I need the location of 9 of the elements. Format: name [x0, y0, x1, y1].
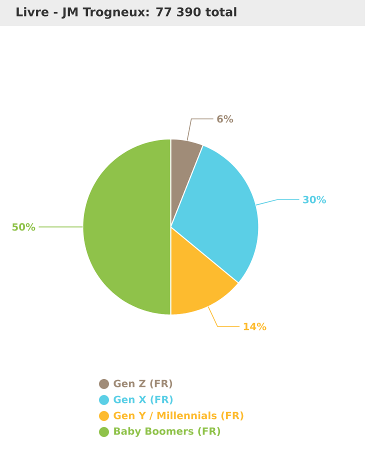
legend-label: Gen Z (FR): [114, 380, 172, 388]
chart-title: Livre - JM Trogneux: 77 390 total: [16, 7, 236, 19]
data-label: 30%: [303, 196, 326, 204]
legend-label: Baby Boomers (FR): [114, 427, 220, 437]
data-label: 14%: [244, 322, 266, 330]
legend-label: Gen Y / Millennials (FR): [114, 412, 244, 420]
data-label: 50%: [12, 223, 36, 231]
data-label: 6%: [217, 115, 234, 123]
legend-label: Gen X (FR): [114, 396, 173, 404]
